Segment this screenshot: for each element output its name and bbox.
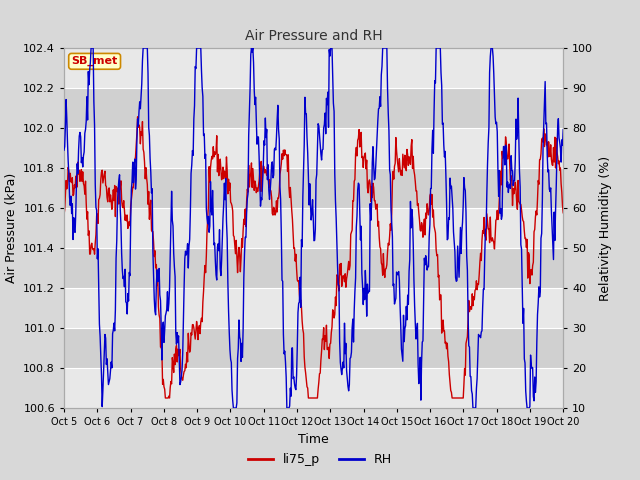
Bar [64, 128, 563, 168]
Y-axis label: Relativity Humidity (%): Relativity Humidity (%) [599, 156, 612, 300]
Bar [64, 48, 563, 88]
Legend: li75_p, RH: li75_p, RH [243, 448, 397, 471]
X-axis label: Time: Time [298, 432, 329, 445]
Bar [64, 288, 563, 328]
Bar [64, 168, 563, 208]
Bar [64, 368, 563, 408]
Bar [64, 88, 563, 128]
Text: SB_met: SB_met [72, 56, 118, 66]
Title: Air Pressure and RH: Air Pressure and RH [244, 29, 383, 43]
Bar [64, 328, 563, 368]
Y-axis label: Air Pressure (kPa): Air Pressure (kPa) [4, 173, 17, 283]
Bar [64, 248, 563, 288]
Bar [64, 208, 563, 248]
